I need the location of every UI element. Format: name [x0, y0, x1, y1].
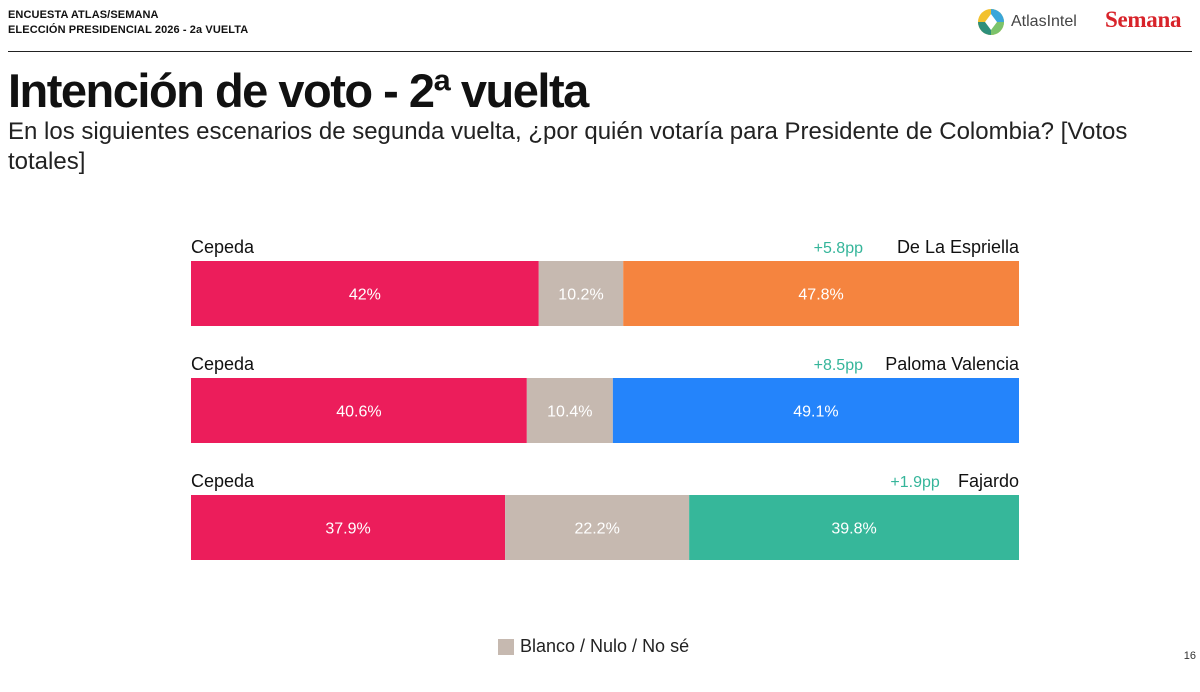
- bar-blank: [538, 261, 624, 326]
- atlasintel-logo: AtlasIntel: [977, 8, 1077, 36]
- bar-left-candidate: [191, 378, 527, 443]
- right-candidate-name: Paloma Valencia: [885, 354, 1020, 374]
- atlasintel-wordmark: AtlasIntel: [1011, 13, 1077, 30]
- bar-blank: [505, 495, 690, 560]
- survey-header: ENCUESTA ATLAS/SEMANA ELECCIÓN PRESIDENC…: [8, 8, 248, 38]
- value-label-right: 47.8%: [798, 287, 843, 304]
- value-label-left: 37.9%: [325, 521, 370, 538]
- value-label-right: 49.1%: [793, 404, 838, 421]
- left-candidate-name: Cepeda: [191, 471, 255, 491]
- left-candidate-name: Cepeda: [191, 354, 255, 374]
- survey-edition: ELECCIÓN PRESIDENCIAL 2026 - 2a VUELTA: [8, 24, 249, 36]
- atlasintel-logo-icon: [978, 9, 1004, 35]
- right-candidate-name: De La Espriella: [897, 237, 1020, 257]
- value-label-left: 42%: [349, 287, 381, 304]
- page-title: Intención de voto - 2ª vuelta: [8, 64, 589, 117]
- bar-left-candidate: [191, 495, 506, 560]
- value-label-blank: 10.2%: [558, 287, 603, 304]
- bar-right-candidate: [612, 378, 1019, 443]
- margin-label: +1.9pp: [890, 474, 939, 491]
- value-label-blank: 10.4%: [547, 404, 592, 421]
- value-label-left: 40.6%: [336, 404, 381, 421]
- margin-label: +5.8pp: [814, 240, 863, 257]
- right-candidate-name: Fajardo: [958, 471, 1019, 491]
- margin-label: +8.5pp: [814, 357, 863, 374]
- left-candidate-name: Cepeda: [191, 237, 255, 257]
- page-number: 16: [1183, 650, 1196, 662]
- header-divider: [8, 51, 1192, 52]
- bar-right-candidate: [623, 261, 1019, 326]
- survey-name: ENCUESTA ATLAS/SEMANA: [8, 9, 159, 21]
- legend-label-blank: Blanco / Nulo / No sé: [520, 636, 690, 656]
- value-label-right: 39.8%: [831, 521, 876, 538]
- bar-blank: [526, 378, 613, 443]
- semana-logo: Semana: [1105, 7, 1182, 32]
- legend-swatch-blank: [498, 638, 514, 655]
- page-subtitle: En los siguientes escenarios de segunda …: [8, 118, 1128, 175]
- legend: Blanco / Nulo / No sé: [498, 636, 689, 657]
- bar-left-candidate: [191, 261, 539, 326]
- value-label-blank: 22.2%: [574, 521, 619, 538]
- bar-right-candidate: [689, 495, 1019, 560]
